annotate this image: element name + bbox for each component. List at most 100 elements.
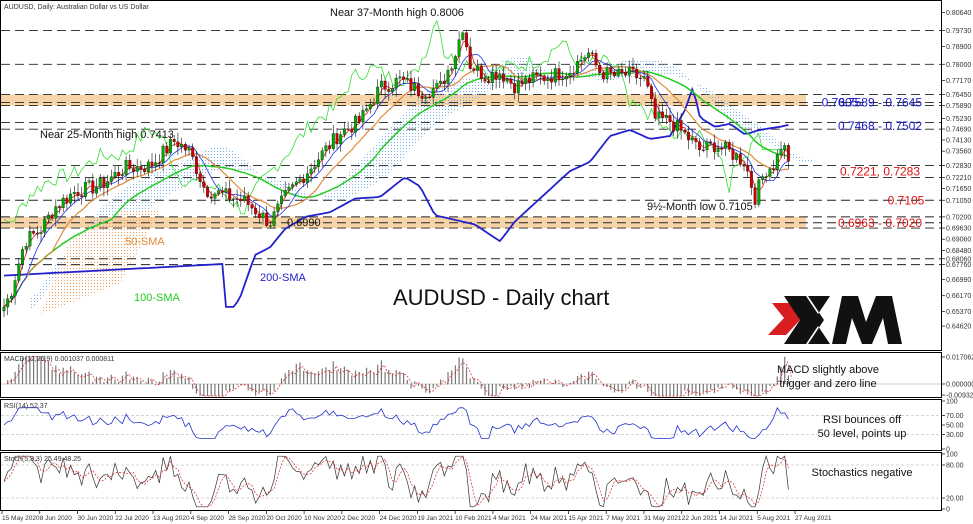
macd-note-line2: trigger and zero line — [779, 378, 876, 390]
candle-body — [172, 138, 176, 142]
candle-body — [154, 162, 158, 167]
candle-body — [346, 128, 350, 130]
candle-body — [494, 71, 498, 80]
price-tick-label: 0.64620 — [946, 324, 971, 331]
candle-body — [701, 149, 705, 151]
candle-body — [387, 89, 391, 92]
candle-body — [354, 115, 357, 133]
candle-body — [694, 138, 698, 142]
candle-body — [605, 67, 609, 80]
candle-body — [731, 149, 735, 160]
level-label: 0.7105 — [888, 193, 925, 207]
candle-body — [246, 195, 250, 205]
candle-body — [6, 298, 10, 308]
candle-body — [331, 133, 335, 149]
price-tick-label: 0.75230 — [946, 116, 971, 123]
indicator-lines — [3, 19, 789, 308]
candle-body — [228, 188, 232, 200]
candle-body — [561, 78, 565, 81]
candle-body — [402, 76, 406, 80]
stoch-tick-label: 80.00 — [946, 463, 964, 470]
rsi-tick-label: 50.00 — [946, 423, 964, 430]
date-tick-label: 8 Jun 2020 — [40, 515, 73, 522]
candle-body — [505, 78, 509, 82]
candle-body — [254, 207, 258, 215]
candle-body — [339, 134, 343, 145]
candle-body — [102, 178, 106, 188]
candle-body — [250, 204, 254, 209]
candle-body — [2, 306, 6, 312]
candle-body — [342, 128, 346, 135]
rsi-tick-label: 30.00 — [946, 432, 964, 439]
level-label: 0.7589 - 0.7645 — [838, 95, 922, 109]
stoch-tick-label: 100 — [946, 452, 958, 459]
label-100-sma: 100-SMA — [134, 292, 181, 304]
stoch-panel — [1, 454, 941, 508]
candle-body — [620, 69, 624, 73]
xm-logo-red-stroke — [768, 303, 800, 335]
candle-body — [368, 104, 372, 109]
candle-body — [753, 187, 757, 205]
macd-signal-line — [6, 355, 792, 397]
candle-body — [58, 206, 61, 208]
candle-body — [742, 164, 746, 167]
level-label: 0.7221, 0.7283 — [840, 164, 920, 178]
date-tick-label: 22 Jun 2021 — [682, 515, 718, 522]
price-tick-label: 0.78000 — [946, 62, 971, 69]
candle-body — [309, 168, 313, 174]
candle-body — [21, 249, 24, 265]
candle-body — [487, 81, 491, 84]
candle-body — [509, 78, 513, 84]
candle-body — [631, 66, 635, 70]
candle-body — [191, 147, 195, 157]
candle-body — [594, 53, 598, 66]
price-tick-label: 0.73560 — [946, 149, 971, 156]
candle-body — [775, 154, 779, 170]
candle-body — [128, 160, 132, 169]
candle-body — [749, 171, 753, 188]
candle-body — [265, 212, 269, 226]
candle-body — [317, 159, 320, 167]
candle-body — [83, 181, 87, 198]
candle-body — [579, 59, 583, 62]
candle-body — [224, 188, 228, 193]
level-label: 0.6963 - 0.7020 — [838, 216, 922, 230]
candle-body — [257, 213, 261, 218]
date-tick-label: 20 Oct 2020 — [266, 515, 302, 522]
candle-body — [150, 161, 154, 167]
price-panel-frame — [0, 0, 942, 351]
stoch-panel-frame — [0, 452, 942, 511]
date-tick-label: 15 Apr 2021 — [568, 515, 603, 522]
candle-body — [76, 192, 80, 196]
candle-body — [239, 198, 243, 202]
candle-body — [653, 98, 657, 119]
candle-body — [720, 148, 724, 150]
candle-body — [313, 166, 317, 170]
candle-body — [268, 225, 272, 227]
candle-body — [524, 77, 528, 84]
candle-body — [724, 142, 727, 149]
candle-body — [672, 121, 676, 132]
candle-body — [187, 147, 191, 151]
stoch-d-line — [3, 455, 789, 508]
candle-body — [568, 72, 572, 77]
date-tick-label: 31 May 2021 — [644, 515, 682, 522]
price-tick-label: 0.80640 — [946, 10, 971, 17]
price-tick-label: 0.72210 — [946, 175, 971, 182]
candle-body — [61, 197, 65, 208]
candle-body — [476, 65, 480, 71]
candle-body — [439, 80, 443, 84]
candle-body — [705, 141, 709, 151]
candle-body — [661, 111, 665, 119]
chart-header: AUDUSD, Daily: Australian Dollar vs US D… — [4, 4, 149, 11]
candle-body — [550, 78, 554, 83]
annotation-9-month-low: 9½-Month low 0.7105 — [647, 201, 753, 213]
candle-body — [520, 80, 524, 84]
candle-body — [650, 86, 653, 100]
candle-body — [553, 68, 557, 83]
candle-body — [202, 181, 206, 188]
date-tick-label: 27 Aug 2021 — [795, 515, 832, 522]
rsi-note-line1: RSI bounces off — [823, 414, 902, 426]
date-tick-label: 24 Dec 2020 — [380, 515, 417, 522]
candle-body — [95, 187, 98, 194]
